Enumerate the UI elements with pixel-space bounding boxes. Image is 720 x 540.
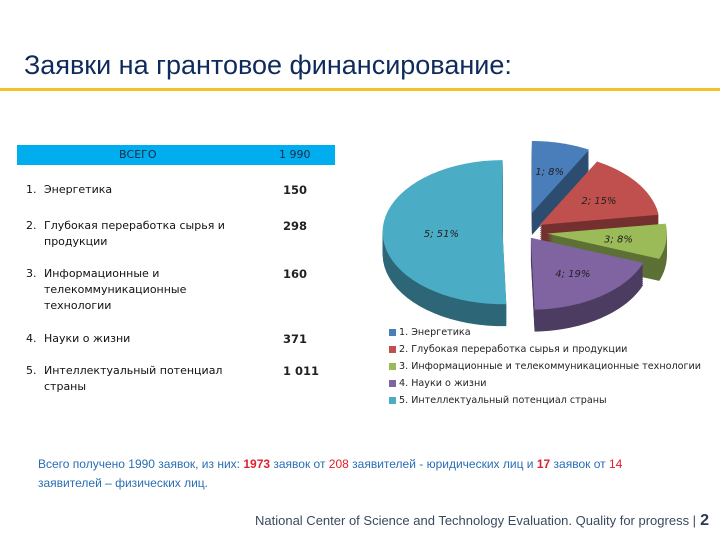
row-number: 5. — [26, 364, 37, 377]
legend-item: 2. Глубокая переработка сырья и продукци… — [389, 341, 701, 358]
summary-number: 14 — [608, 457, 623, 471]
data-label: 2; 15% — [581, 196, 616, 207]
pie-slice — [546, 223, 667, 259]
legend-swatch — [389, 363, 396, 370]
row-number: 2. — [26, 219, 37, 232]
pie-slice — [539, 161, 659, 225]
summary-number: 1973 — [243, 457, 271, 471]
data-label: 1; 8% — [535, 167, 564, 178]
row-value: 371 — [283, 332, 308, 346]
pie-slice — [382, 160, 507, 305]
legend-swatch — [389, 346, 396, 353]
legend-swatch — [389, 397, 396, 404]
row-value: 298 — [283, 219, 308, 233]
summary-part: заявителей – физических лиц. — [38, 476, 209, 490]
title-divider — [0, 88, 720, 91]
legend-item: 1. Энергетика — [389, 324, 701, 341]
row-label: Информационные и телекоммуникационные те… — [44, 267, 187, 312]
row-number: 3. — [26, 267, 37, 280]
summary-number: 208 — [328, 457, 349, 471]
row-label: Науки о жизни — [44, 332, 131, 345]
row-value: 160 — [283, 267, 308, 281]
row-number: 1. — [26, 183, 37, 196]
table-header: ВСЕГО 1 990 — [17, 145, 335, 165]
pie-slice — [531, 141, 590, 214]
footer-text: National Center of Science and Technolog… — [255, 513, 697, 528]
row-label: Энергетика — [44, 183, 113, 196]
data-label: 5; 51% — [424, 229, 459, 240]
legend-label: 5. Интеллектуальный потенциал страны — [399, 395, 607, 406]
row-value: 1 011 — [283, 364, 320, 378]
pie-slice — [530, 237, 644, 310]
footer: National Center of Science and Technolog… — [255, 512, 709, 530]
summary-part: заявок от — [270, 457, 329, 471]
data-label: 4; 19% — [555, 269, 590, 280]
legend-label: 2. Глубокая переработка сырья и продукци… — [399, 344, 628, 355]
row-value: 150 — [283, 183, 308, 197]
summary-part: заявок от — [550, 457, 609, 471]
legend-swatch — [389, 329, 396, 336]
summary-part: заявителей - юридических лиц и — [348, 457, 537, 471]
legend-label: 4. Науки о жизни — [399, 378, 487, 389]
summary-number: 17 — [536, 457, 551, 471]
data-label: 3; 8% — [604, 234, 633, 245]
legend-item: 5. Интеллектуальный потенциал страны — [389, 392, 701, 409]
legend-label: 1. Энергетика — [399, 327, 471, 338]
legend-label: 3. Информационные и телекоммуникационные… — [399, 361, 701, 372]
row-number: 4. — [26, 332, 37, 345]
row-label: Глубокая переработка сырья и продукции — [44, 219, 225, 248]
summary-text: Всего получено 1990 заявок, из них: 1973… — [38, 455, 678, 493]
legend-item: 4. Науки о жизни — [389, 375, 701, 392]
legend-item: 3. Информационные и телекоммуникационные… — [389, 358, 701, 375]
summary-part: Всего получено 1990 заявок, из них: — [38, 457, 244, 471]
legend-swatch — [389, 380, 396, 387]
row-label: Интеллектуальный потенциал страны — [44, 364, 223, 393]
page-number: 2 — [700, 512, 709, 529]
chart-legend: 1. Энергетика 2. Глубокая переработка сыр… — [389, 324, 701, 409]
header-label: ВСЕГО — [119, 148, 157, 161]
page-title: Заявки на грантовое финансирование: — [24, 50, 512, 80]
header-value: 1 990 — [279, 148, 311, 161]
